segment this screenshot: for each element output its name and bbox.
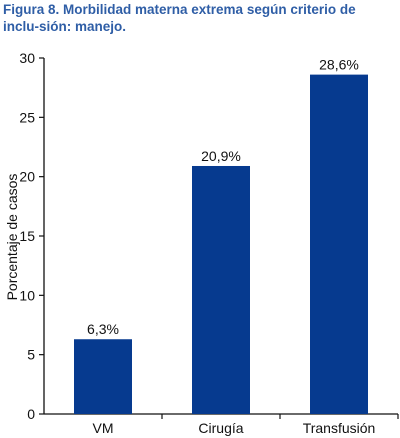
y-tick-label: 20 xyxy=(19,169,35,185)
chart-bars xyxy=(74,74,368,414)
y-axis-title: Porcentaje de casos xyxy=(4,174,20,301)
y-tick-label: 25 xyxy=(19,109,35,125)
y-tick-label: 0 xyxy=(27,406,35,422)
x-tick-label: Cirugía xyxy=(198,420,243,436)
x-tick-label: VM xyxy=(93,420,114,436)
y-tick-label: 5 xyxy=(27,347,35,363)
y-tick-label: 15 xyxy=(19,228,35,244)
y-tick-label: 30 xyxy=(19,50,35,66)
bar-0 xyxy=(74,339,132,414)
bar-1 xyxy=(192,165,250,414)
data-label: 20,9% xyxy=(201,148,241,164)
figure-title: Figura 8. Morbilidad materna extrema seg… xyxy=(3,2,356,34)
y-tick-label: 10 xyxy=(19,287,35,303)
bar-2 xyxy=(310,74,368,414)
chart-labels: 6,3% 20,9% 28,6% xyxy=(87,57,359,338)
data-label: 6,3% xyxy=(87,321,119,337)
data-label: 28,6% xyxy=(319,57,359,73)
x-tick-label: Transfusión xyxy=(303,420,376,436)
